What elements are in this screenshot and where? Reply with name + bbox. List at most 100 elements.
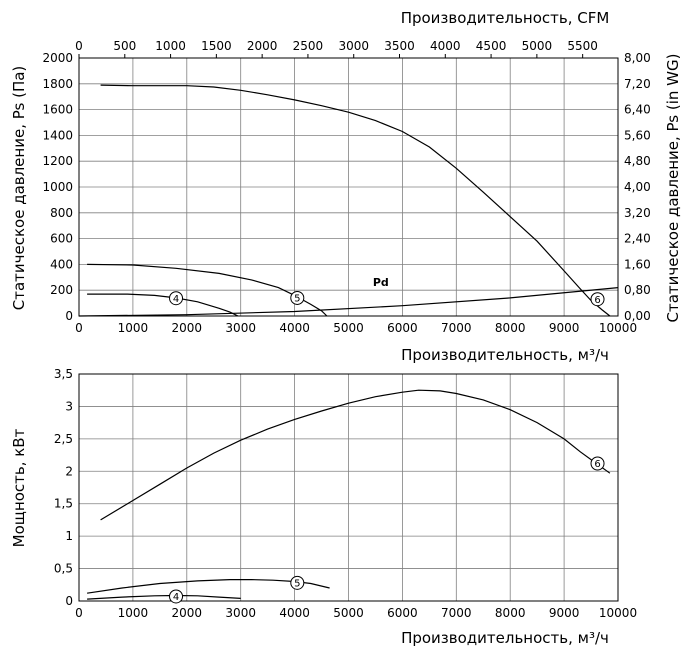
y-tick-label: 0 — [65, 594, 73, 608]
annotation-label: Pd — [373, 276, 389, 289]
x-tick-label: 4000 — [279, 321, 310, 335]
y-tick-label: 2 — [65, 464, 73, 478]
series-line-4 — [87, 293, 239, 317]
x2-tick-label: 3000 — [338, 39, 369, 53]
power-plot: 0 1000 2000 3000 4000 5000 6000 7000 8000 9000 100… — [54, 367, 637, 620]
x-tick-label: 1000 — [118, 606, 149, 620]
x-tick-label: 5000 — [333, 606, 364, 620]
y-tick-label: 1800 — [42, 77, 73, 91]
series-marker-6: 6 — [590, 456, 605, 471]
y2-tick-label: 1,60 — [624, 257, 651, 271]
x-tick-label: 3000 — [225, 321, 256, 335]
y-tick-label: 1400 — [42, 128, 73, 142]
x2-tick-label: 500 — [113, 39, 136, 53]
y2-tick-label: 2,40 — [624, 232, 651, 246]
y2-tick-label: 4,00 — [624, 180, 651, 194]
series-marker-label: 6 — [594, 295, 600, 306]
x2-tick-label: 3500 — [384, 39, 415, 53]
series-marker-circle — [169, 291, 184, 306]
x-tick-label: 0 — [75, 321, 83, 335]
x-tick-label: 6000 — [387, 321, 418, 335]
x-tick-label: 1000 — [118, 321, 149, 335]
x-tick-label: 10000 — [599, 606, 637, 620]
x-tick-label: 7000 — [441, 606, 472, 620]
series-marker-label: 6 — [594, 459, 600, 470]
series-marker-circle — [290, 575, 305, 590]
x-tick-label: 8000 — [495, 321, 526, 335]
x2-tick-label: 4500 — [476, 39, 507, 53]
series-line-6 — [100, 84, 611, 317]
x2-tick-label: 2500 — [293, 39, 324, 53]
series-marker-circle — [590, 292, 605, 307]
x-tick-label: 4000 — [279, 606, 310, 620]
y-tick-label: 2,5 — [54, 432, 73, 446]
series-marker-circle — [169, 589, 184, 604]
y-tick-label: 0 — [65, 309, 73, 323]
y-tick-label: 1200 — [42, 154, 73, 168]
series-marker-4: 4 — [169, 291, 184, 306]
plot-frame — [78, 57, 619, 317]
series-marker-label: 5 — [294, 578, 300, 589]
y-tick-label: 200 — [50, 283, 73, 297]
series-line-pd — [78, 287, 619, 317]
y2-tick-label: 8,00 — [624, 51, 651, 65]
x2-tick-label: 2000 — [247, 39, 278, 53]
pressure-plot: 0 1000 2000 3000 4000 5000 6000 7000 8000 9000 100… — [42, 39, 650, 335]
y-tick-label: 2000 — [42, 51, 73, 65]
x-tick-label: 3000 — [225, 606, 256, 620]
series-marker-6: 6 — [590, 292, 605, 307]
x-tick-label: 8000 — [495, 606, 526, 620]
y-tick-label: 1 — [65, 529, 73, 543]
x2-tick-label: 0 — [75, 39, 83, 53]
x-tick-label: 9000 — [549, 606, 580, 620]
x-tick-label: 7000 — [441, 321, 472, 335]
x-tick-label: 6000 — [387, 606, 418, 620]
y-tick-label: 3,5 — [54, 367, 73, 381]
top-x-axis-title: Производительность, CFM — [401, 9, 610, 27]
series-line-4 — [87, 594, 241, 600]
y-tick-label: 1600 — [42, 103, 73, 117]
x-tick-label: 0 — [75, 606, 83, 620]
y2-tick-label: 4,80 — [624, 154, 651, 168]
series-line-5 — [87, 263, 328, 317]
series-marker-circle — [290, 290, 305, 305]
x2-tick-label: 1000 — [155, 39, 186, 53]
y2-tick-label: 3,20 — [624, 206, 651, 220]
series-marker-label: 5 — [294, 294, 300, 305]
series-marker-circle — [590, 456, 605, 471]
series-marker-label: 4 — [173, 592, 179, 603]
series-marker-4: 4 — [169, 589, 184, 604]
y-tick-label: 1000 — [42, 180, 73, 194]
x-tick-label: 2000 — [172, 606, 203, 620]
y-tick-label: 3 — [65, 399, 73, 413]
pressure-x-axis-title-text: Производительность, м³/ч — [401, 346, 609, 364]
y-tick-label: 600 — [50, 232, 73, 246]
x-tick-label: 10000 — [599, 321, 637, 335]
pressure-y-axis-title: Статическое давление, Ps (Па) — [10, 66, 28, 311]
x2-tick-label: 5500 — [567, 39, 598, 53]
plot-frame — [78, 373, 619, 602]
y2-tick-label: 7,20 — [624, 77, 651, 91]
y2-tick-label: 0,00 — [624, 309, 651, 323]
y-tick-label: 1,5 — [54, 497, 73, 511]
y2-tick-label: 5,60 — [624, 128, 651, 142]
y2-tick-label: 0,80 — [624, 283, 651, 297]
y2-tick-label: 6,40 — [624, 103, 651, 117]
series-marker-5: 5 — [290, 575, 305, 590]
series-marker-label: 4 — [173, 294, 179, 305]
series-line-6 — [100, 389, 611, 521]
power-x-axis-title: Производительность, м³/ч — [401, 629, 609, 647]
y-tick-label: 400 — [50, 257, 73, 271]
pressure-y2-axis-title: Статическое давление, Ps (in WG) — [664, 54, 682, 323]
pressure-x-axis-title: Производительность, м³/ч — [401, 346, 609, 364]
y-tick-label: 0,5 — [54, 562, 73, 576]
x2-tick-label: 4000 — [430, 39, 461, 53]
x-tick-label: 9000 — [549, 321, 580, 335]
y-tick-label: 800 — [50, 206, 73, 220]
x2-tick-label: 5000 — [522, 39, 553, 53]
series-marker-5: 5 — [290, 290, 305, 305]
x-tick-label: 2000 — [172, 321, 203, 335]
x-tick-label: 5000 — [333, 321, 364, 335]
x2-tick-label: 1500 — [201, 39, 232, 53]
